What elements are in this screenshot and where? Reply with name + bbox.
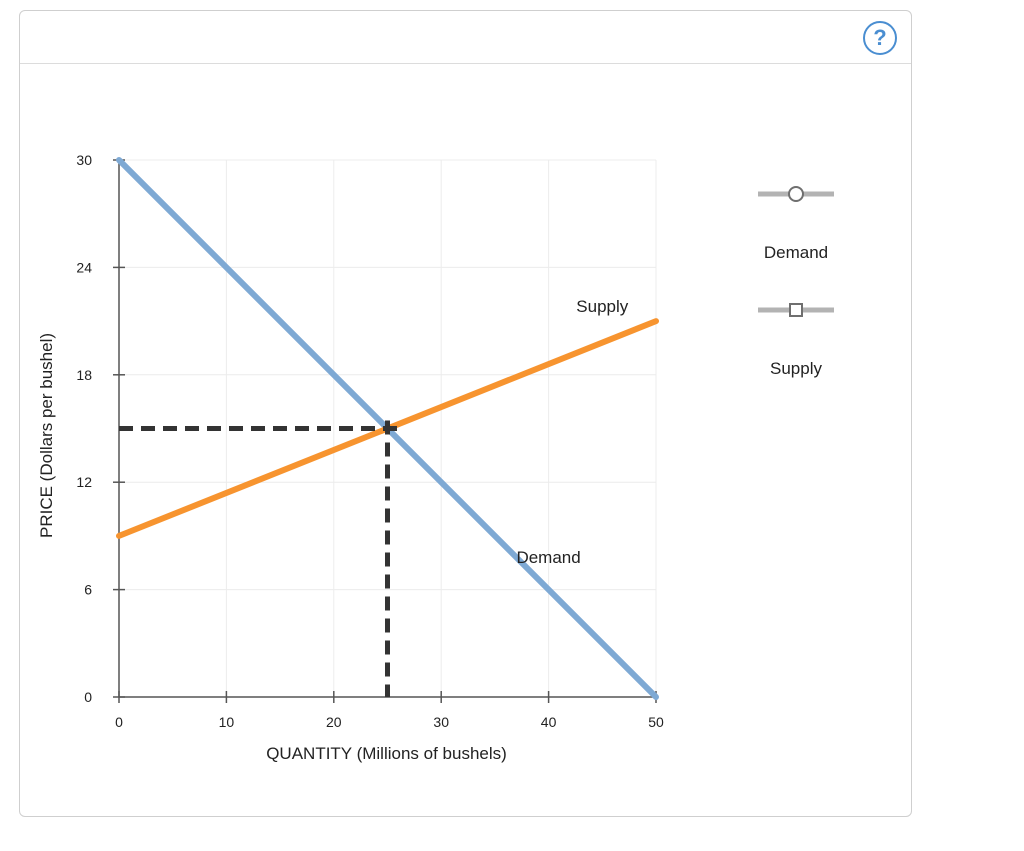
x-tick-label: 20 — [326, 714, 342, 730]
equilibrium-guides — [119, 420, 400, 697]
legend-item-supply[interactable]: Supply — [758, 303, 834, 378]
x-axis-title: QUANTITY (Millions of bushels) — [266, 744, 507, 763]
graph-panel: ? — [19, 10, 912, 817]
x-tick-label: 40 — [541, 714, 557, 730]
help-button[interactable]: ? — [863, 21, 897, 55]
legend-circle-marker — [788, 186, 804, 202]
legend-label: Demand — [764, 243, 828, 262]
axis-labels: QUANTITY (Millions of bushels) PRICE (Dol… — [37, 333, 507, 763]
x-tick-label: 10 — [219, 714, 235, 730]
y-tick-label: 6 — [84, 582, 92, 598]
y-tick-label: 0 — [84, 689, 92, 705]
x-tick-label: 30 — [433, 714, 449, 730]
y-axis-title: PRICE (Dollars per bushel) — [37, 333, 56, 538]
x-tick-label: 0 — [115, 714, 123, 730]
x-tick-label: 50 — [648, 714, 664, 730]
chart-annotations: Supply Demand — [516, 297, 628, 567]
panel-header: ? — [20, 11, 911, 64]
y-tick-label: 12 — [76, 474, 92, 490]
y-tick-label: 24 — [76, 259, 92, 275]
legend-square-marker — [789, 303, 803, 317]
y-tick-label: 18 — [76, 367, 92, 383]
curve-label: Demand — [516, 548, 580, 567]
chart-ticks: 0 10 20 30 40 50 0 6 12 18 24 30 — [76, 152, 664, 730]
curve-label: Supply — [576, 297, 628, 316]
legend-item-demand[interactable]: Demand — [758, 186, 834, 262]
legend-label: Supply — [770, 359, 822, 378]
legend: Demand Supply — [758, 186, 834, 378]
y-tick-label: 30 — [76, 152, 92, 168]
